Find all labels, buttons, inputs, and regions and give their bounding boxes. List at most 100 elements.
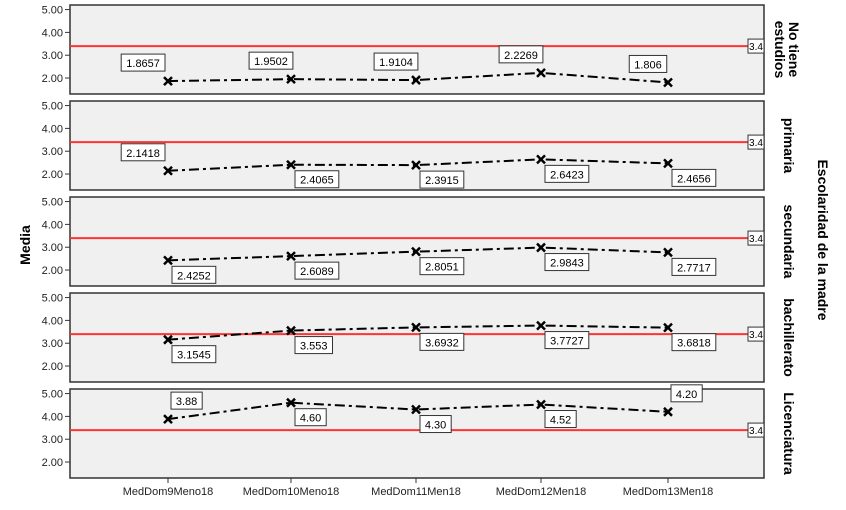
panel-background [69, 100, 765, 191]
data-point-marker [536, 242, 546, 253]
data-label-box [419, 332, 465, 351]
data-point-marker [286, 159, 296, 170]
reference-label: 3.4 [749, 234, 763, 245]
marker-stroke [411, 160, 421, 170]
marker-stroke [163, 165, 173, 176]
reference-label: 3.4 [749, 138, 763, 149]
data-point-marker [663, 322, 673, 333]
data-point-marker [536, 399, 546, 410]
y-tick-label: 3.00 [42, 50, 63, 62]
data-label: 4.60 [300, 413, 321, 425]
data-label-box [671, 257, 717, 276]
data-point-marker [286, 74, 296, 85]
panel-label: bachillerato [781, 298, 797, 377]
reference-label: 3.4 [749, 426, 763, 437]
data-label-box [419, 415, 452, 434]
data-label-box [544, 164, 590, 183]
reference-label-box [747, 230, 765, 246]
panel-axis-title: Escolaridad de la madre [815, 159, 831, 320]
panel-label: secundaria [781, 205, 797, 279]
marker-stroke [286, 325, 296, 336]
data-label-box [671, 333, 717, 352]
data-label-box [419, 257, 465, 276]
marker-stroke [163, 255, 173, 266]
series-line [167, 324, 669, 341]
data-label-box [670, 384, 703, 403]
y-tick-label: 4.00 [42, 219, 63, 231]
reference-label: 3.4 [749, 42, 763, 53]
panel-label: No tiene [786, 22, 802, 77]
data-point-marker [663, 77, 673, 88]
data-label: 3.6932 [425, 337, 459, 349]
data-label-box [628, 54, 668, 73]
data-point-marker [663, 406, 673, 417]
y-axis-label: Media [17, 225, 33, 265]
data-label: 3.553 [300, 341, 328, 353]
data-label-box [171, 265, 217, 284]
data-label: 4.52 [550, 415, 571, 427]
y-tick-label: 5.00 [42, 389, 63, 401]
data-label: 2.4656 [677, 173, 711, 185]
data-label: 3.1545 [177, 350, 211, 362]
marker-stroke [663, 77, 673, 88]
data-label: 4.20 [676, 389, 697, 401]
x-tick-label: MedDom13Men18 [623, 486, 714, 498]
data-label-box [544, 331, 590, 350]
data-label-box [419, 170, 465, 189]
data-label: 2.3915 [425, 175, 459, 187]
data-point-marker [163, 334, 173, 345]
y-tick-label: 2.00 [42, 457, 63, 469]
marker-stroke [286, 251, 296, 262]
data-point-marker [411, 75, 421, 85]
panel-3: 2.00 3.00 4.00 5.00 3.4 3.1545 3.553 3.6932 3.77… [42, 292, 797, 383]
series-line [167, 158, 669, 172]
data-label: 2.4252 [177, 270, 211, 282]
reference-label-box [747, 326, 765, 342]
panel-label: primaria [781, 118, 797, 173]
data-label: 2.1418 [126, 148, 160, 160]
data-label: 2.2269 [504, 50, 538, 62]
y-tick-label: 3.00 [42, 338, 63, 350]
marker-stroke [536, 242, 546, 253]
series-line [167, 71, 669, 84]
panel-0: 2.00 3.00 4.00 5.00 3.4 1.8657 1.9502 1.9104 2.2… [42, 4, 802, 95]
y-tick-label: 5.00 [42, 5, 63, 17]
data-label-box [120, 143, 166, 162]
data-point-marker [411, 246, 421, 257]
y-tick-label: 3.00 [42, 434, 63, 446]
data-point-marker [411, 322, 421, 333]
data-label-box [544, 253, 590, 272]
marker-stroke [286, 397, 296, 408]
y-tick-label: 4.00 [42, 27, 63, 39]
panel-4: 2.00 3.00 4.00 5.00 3.4 3.88 4.60 4.30 4.52 4.20 L… [42, 384, 797, 479]
data-label: 2.4065 [300, 175, 334, 187]
marker-stroke [411, 322, 421, 333]
data-label-box [671, 168, 717, 187]
data-label-box [373, 52, 419, 71]
data-label: 2.9843 [550, 258, 584, 270]
marker-stroke [163, 334, 173, 345]
y-tick-label: 4.00 [42, 411, 63, 423]
marker-stroke [536, 67, 546, 78]
y-tick-label: 4.00 [42, 123, 63, 135]
x-tick-label: MedDom11Men18 [371, 486, 461, 498]
data-label: 2.6089 [300, 266, 334, 278]
data-label: 3.7727 [550, 336, 584, 348]
series-line [167, 246, 669, 262]
data-label: 4.30 [425, 420, 446, 432]
data-label: 1.9502 [254, 56, 288, 68]
data-point-marker [286, 325, 296, 336]
data-label-box [120, 53, 166, 72]
y-tick-label: 2.00 [42, 73, 63, 85]
marker-stroke [286, 159, 296, 170]
data-label-box [498, 45, 544, 64]
panel-1: 2.00 3.00 4.00 5.00 3.4 2.1418 2.4065 2.3915 2.6… [42, 100, 797, 191]
marker-stroke [411, 75, 421, 85]
data-label-box [294, 261, 340, 280]
panel-label: estudios [772, 21, 788, 79]
panel-label: Licenciatura [781, 392, 797, 475]
y-tick-label: 4.00 [42, 315, 63, 327]
marker-stroke [411, 404, 421, 415]
data-label-box [171, 345, 217, 364]
